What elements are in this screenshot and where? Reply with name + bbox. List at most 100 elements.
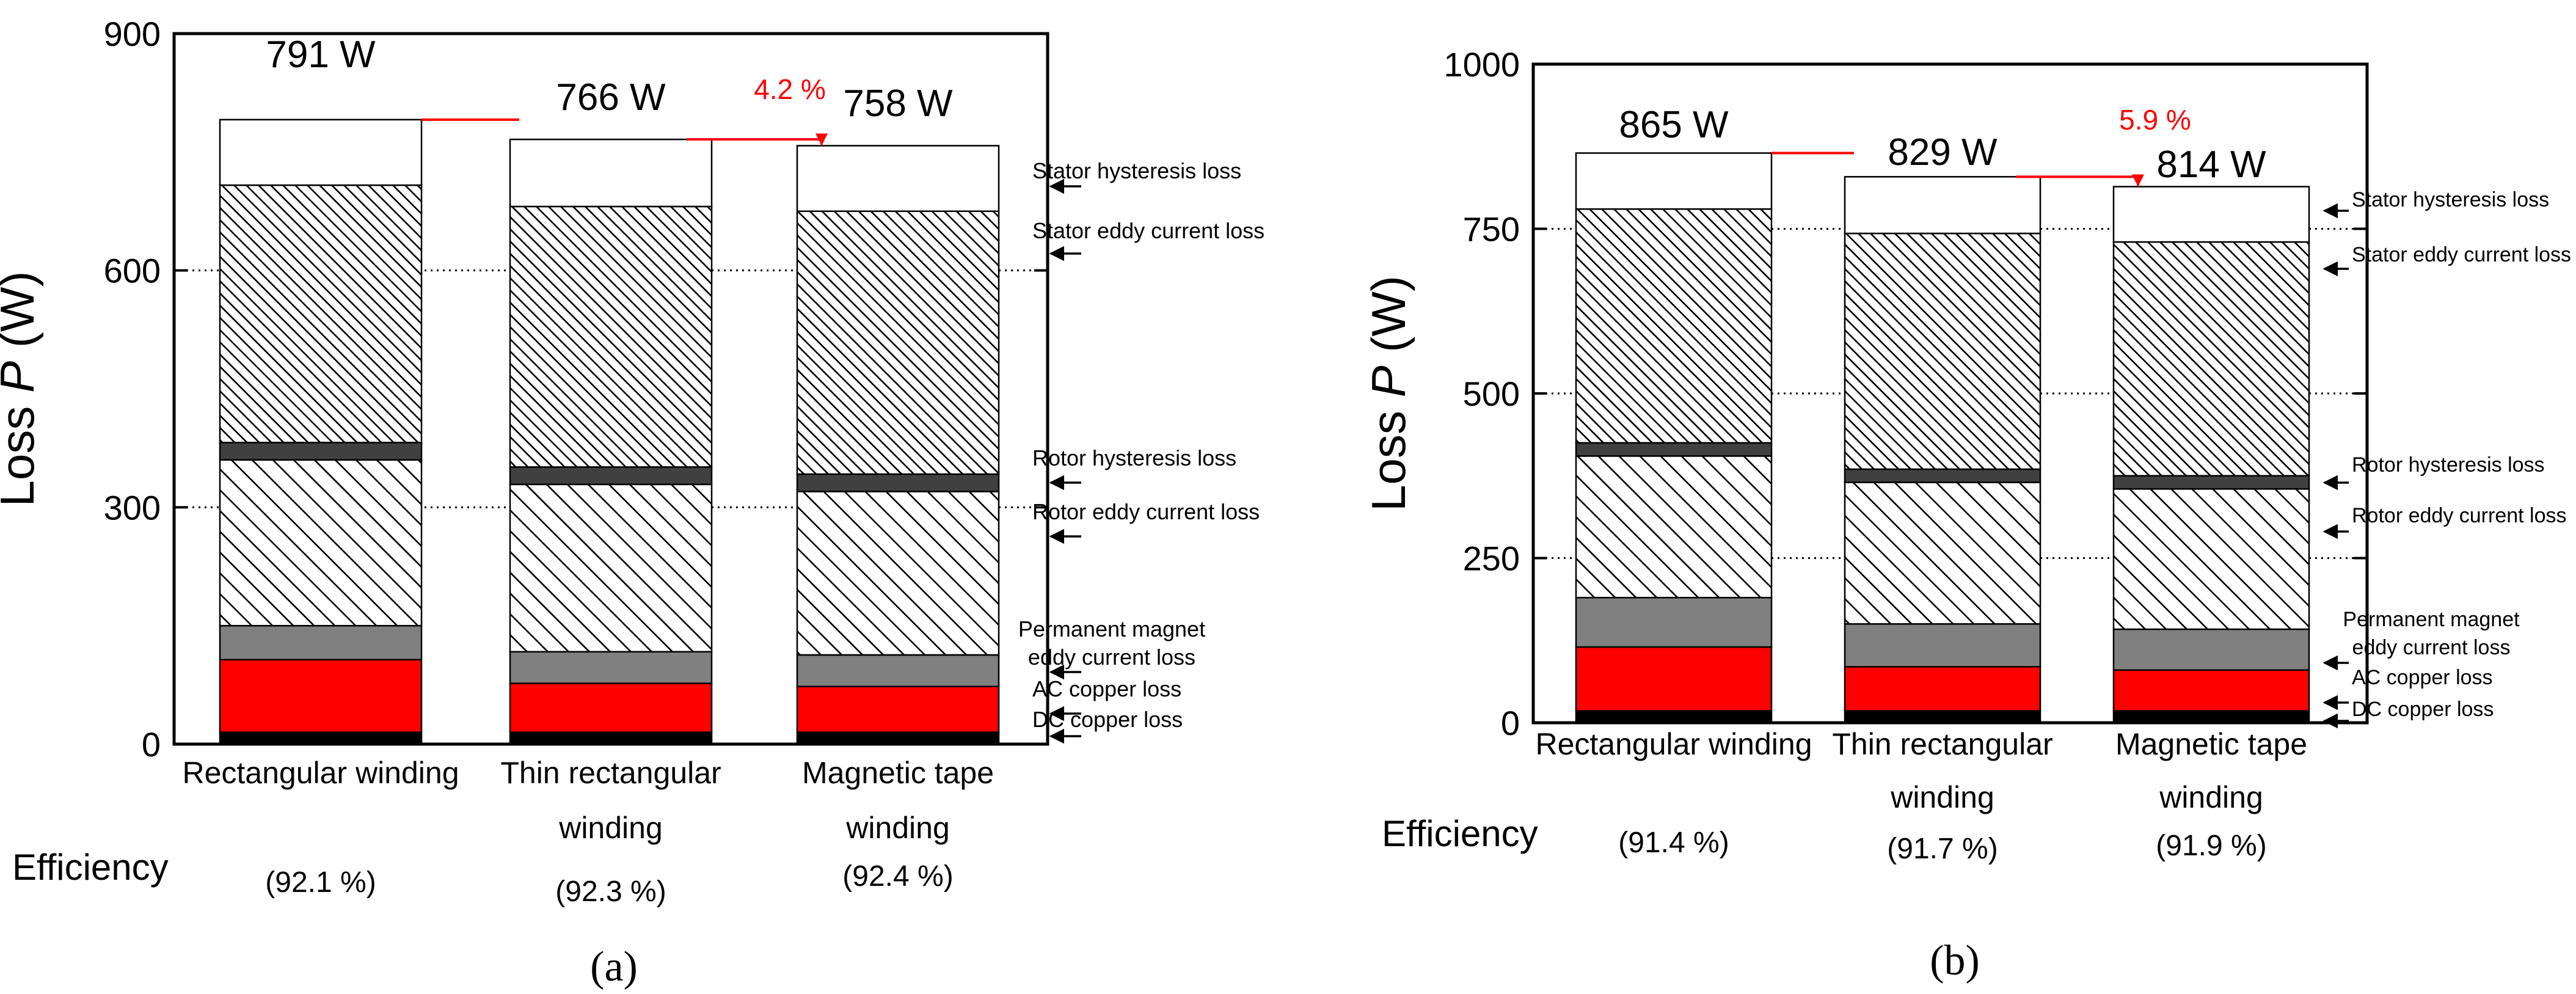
legend-label-a-5-0: AC copper loss	[1032, 676, 1181, 701]
legend-label-b-6-0: DC copper loss	[2352, 698, 2494, 721]
legend-label-a-4-1: eddy current loss	[1028, 645, 1195, 670]
legend-label-b-4-0: Permanent magnet	[2343, 608, 2520, 631]
bar-segment-b-2-rotor-hysteresis-loss	[2112, 475, 2310, 490]
bar-segment-a-1-permanent-magnet-eddy-current-loss	[509, 651, 713, 684]
y-tick-label-b-4: 1000	[1443, 45, 1520, 84]
panel-label-b: (b)	[1930, 937, 1980, 984]
bar-segment-b-1-permanent-magnet-eddy-current-loss	[1844, 623, 2041, 668]
legend-label-b-5-0: AC copper loss	[2352, 666, 2493, 689]
total-label-a-2: 758 W	[843, 82, 953, 125]
bar-segment-a-0-ac-copper-loss	[219, 659, 423, 733]
legend-label-b-0-0: Stator hysteresis loss	[2352, 188, 2549, 211]
efficiency-value-b-2: (91.9 %)	[2156, 830, 2266, 862]
reduction-label-a: 4.2 %	[754, 73, 826, 105]
y-tick-label-a-1: 300	[104, 488, 161, 527]
panel-label-a: (a)	[590, 943, 638, 990]
bar-segment-b-2-rotor-eddy-current-loss	[2112, 488, 2310, 630]
bar-segment-b-1-stator-eddy-current-loss	[1844, 232, 2041, 470]
y-axis-label-unit-a: (W)	[0, 271, 44, 361]
x-tick-label-b-0-0: Rectangular winding	[1535, 727, 1812, 761]
x-tick-label-a-2-0: Magnetic tape	[802, 756, 994, 790]
legend-label-b-2-0: Rotor hysteresis loss	[2352, 453, 2545, 477]
bar-segment-a-2-rotor-eddy-current-loss	[796, 491, 1000, 656]
bar-segment-a-1-stator-eddy-current-loss	[509, 205, 713, 468]
legend-label-a-0-0: Stator hysteresis loss	[1032, 158, 1241, 183]
y-tick-label-b-3: 750	[1463, 210, 1520, 249]
bar-segment-a-1-rotor-eddy-current-loss	[509, 483, 713, 653]
bar-segment-b-0-stator-hysteresis-loss	[1575, 152, 1773, 210]
bar-segment-a-1-dc-copper-loss	[509, 731, 713, 745]
y-tick-label-b-2: 500	[1463, 375, 1520, 413]
bar-segment-a-0-permanent-magnet-eddy-current-loss	[219, 624, 423, 660]
total-label-b-0: 865 W	[1619, 104, 1729, 146]
efficiency-value-a-0: (92.1 %)	[265, 866, 376, 899]
bar-segment-a-1-ac-copper-loss	[509, 682, 713, 733]
y-axis-label-b: Loss P (W)	[1362, 276, 1415, 511]
reduction-label-b: 5.9 %	[2119, 104, 2191, 136]
legend-label-a-1-0: Stator eddy current loss	[1032, 218, 1264, 243]
total-label-a-0: 791 W	[266, 34, 376, 76]
bar-segment-a-0-stator-hysteresis-loss	[219, 119, 423, 186]
x-tick-label-b-1-0: Thin rectangular	[1832, 727, 2052, 761]
legend-label-a-3-0: Rotor eddy current loss	[1032, 499, 1260, 524]
bar-segment-b-0-rotor-hysteresis-loss	[1575, 442, 1773, 457]
chart-panel-b: 0 250 500 750 1000 Loss P (W) Rectangular wind…	[1362, 45, 2571, 984]
bar-segment-b-0-stator-eddy-current-loss	[1575, 208, 1773, 444]
x-tick-label-b-2-1: winding	[2159, 780, 2263, 814]
legend-label-b-4-1: eddy current loss	[2352, 636, 2511, 659]
bar-segment-a-0-dc-copper-loss	[219, 731, 423, 745]
bar-segment-b-0-ac-copper-loss	[1575, 646, 1773, 712]
y-axis-label-text-b: Loss	[1362, 397, 1415, 511]
bar-segment-b-1-stator-hysteresis-loss	[1844, 176, 2041, 235]
x-tick-label-a-0-0: Rectangular winding	[182, 756, 459, 790]
bar-segment-b-2-permanent-magnet-eddy-current-loss	[2112, 628, 2310, 671]
x-tick-label-a-2-1: winding	[845, 811, 950, 845]
legend-label-b-3-0: Rotor eddy current loss	[2352, 504, 2567, 527]
axes-frame-a	[172, 32, 1049, 746]
bar-segment-a-0-rotor-hysteresis-loss	[219, 442, 423, 461]
y-axis-label-var-b: P	[1362, 365, 1415, 397]
bar-segment-b-2-dc-copper-loss	[2112, 710, 2310, 724]
y-tick-label-a-2: 600	[104, 252, 161, 290]
efficiency-value-a-2: (92.4 %)	[842, 860, 953, 893]
bar-segment-a-2-dc-copper-loss	[796, 731, 1000, 745]
legend-label-a-4-0: Permanent magnet	[1018, 616, 1205, 641]
bar-segment-b-2-stator-eddy-current-loss	[2112, 241, 2310, 477]
efficiency-label-a: Efficiency	[12, 847, 169, 888]
total-label-a-1: 766 W	[556, 76, 666, 119]
efficiency-value-b-1: (91.7 %)	[1887, 833, 1998, 865]
y-tick-label-a-0: 0	[142, 725, 161, 764]
bar-segment-b-1-ac-copper-loss	[1844, 666, 2041, 712]
x-tick-label-b-2-0: Magnetic tape	[2115, 727, 2307, 761]
y-tick-label-b-1: 250	[1463, 539, 1520, 578]
bar-segment-b-0-dc-copper-loss	[1575, 710, 1773, 724]
total-label-b-1: 829 W	[1888, 131, 1998, 174]
bar-segment-b-1-rotor-hysteresis-loss	[1844, 468, 2041, 483]
bar-segment-a-1-stator-hysteresis-loss	[509, 138, 713, 208]
y-axis-label-a: Loss P (W)	[0, 271, 44, 507]
bar-segment-b-1-dc-copper-loss	[1844, 710, 2041, 724]
legend-label-b-1-0: Stator eddy current loss	[2352, 243, 2571, 266]
bar-segment-b-2-ac-copper-loss	[2112, 669, 2310, 712]
y-axis-label-var-a: P	[0, 361, 44, 393]
x-tick-label-a-1-1: winding	[558, 811, 663, 845]
bar-segment-a-0-stator-eddy-current-loss	[219, 184, 423, 444]
bar-segment-a-2-stator-hysteresis-loss	[796, 145, 1000, 213]
legend-label-a-2-0: Rotor hysteresis loss	[1032, 445, 1236, 470]
bar-segment-b-0-rotor-eddy-current-loss	[1575, 455, 1773, 599]
bar-segment-b-2-stator-hysteresis-loss	[2112, 186, 2310, 243]
bar-segment-a-1-rotor-hysteresis-loss	[509, 466, 713, 486]
efficiency-value-b-0: (91.4 %)	[1618, 827, 1729, 859]
bar-segment-a-2-ac-copper-loss	[796, 685, 1000, 733]
bar-segment-a-2-stator-eddy-current-loss	[796, 210, 1000, 475]
efficiency-value-a-1: (92.3 %)	[555, 875, 666, 908]
chart-panel-a: 0 300 600 900 Loss P (W) Rectangular winding (…	[0, 15, 1264, 990]
bar-segment-a-2-rotor-hysteresis-loss	[796, 473, 1000, 492]
y-tick-label-a-3: 900	[104, 15, 161, 53]
total-label-b-2: 814 W	[2156, 144, 2266, 186]
bar-segment-a-2-permanent-magnet-eddy-current-loss	[796, 654, 1000, 687]
bar-segment-a-0-rotor-eddy-current-loss	[219, 459, 423, 627]
x-tick-label-a-1-0: Thin rectangular	[500, 756, 721, 790]
x-tick-label-b-1-1: winding	[1890, 780, 1994, 814]
